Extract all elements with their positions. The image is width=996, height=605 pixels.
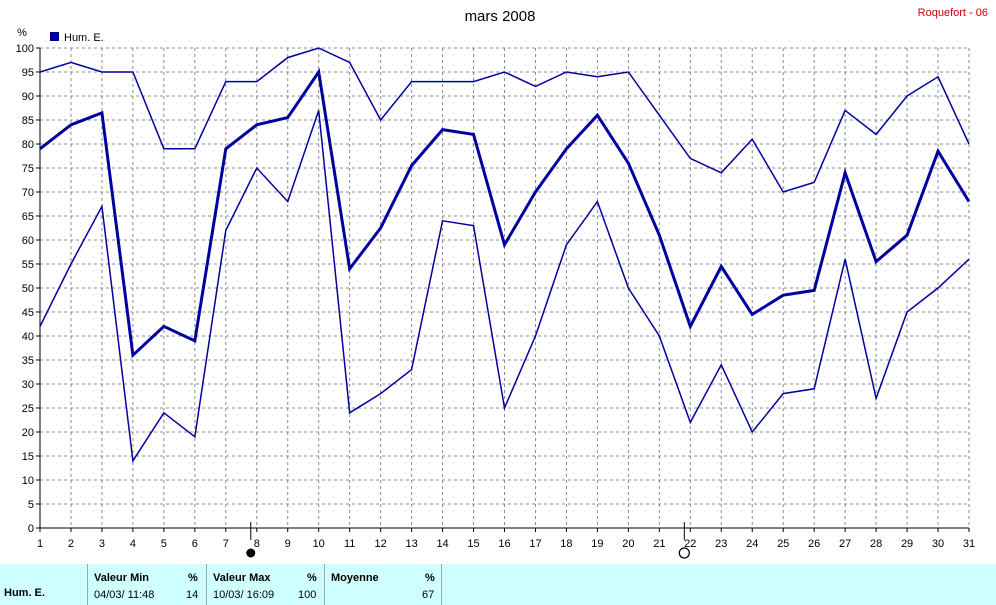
y-tick-label: 45 xyxy=(22,307,34,319)
x-tick-label: 11 xyxy=(344,538,355,550)
avg-value: 67 xyxy=(422,589,435,601)
x-tick-label: 16 xyxy=(498,538,510,550)
x-tick-label: 8 xyxy=(254,538,260,550)
separator xyxy=(324,564,325,605)
y-tick-label: 15 xyxy=(22,451,34,463)
y-tick-label: 95 xyxy=(22,67,34,79)
y-tick-label: 40 xyxy=(22,331,34,343)
grid xyxy=(40,47,970,528)
y-tick-label: 50 xyxy=(22,283,34,295)
x-tick-label: 7 xyxy=(223,538,229,550)
markers xyxy=(246,522,690,559)
min-date: 04/03/ 11:48 xyxy=(94,589,155,601)
humidity-chart: mars 2008 Roquefort - 06 % Hum. E. 0 5 10 1… xyxy=(16,7,988,559)
x-tick-label: 23 xyxy=(715,538,727,550)
x-tick-label: 30 xyxy=(932,538,944,550)
y-tick-label: 35 xyxy=(22,355,34,367)
y-tick-label: 90 xyxy=(22,91,34,103)
x-tick-label: 17 xyxy=(529,538,541,550)
x-tick-label: 21 xyxy=(653,538,665,550)
x-tick-label: 22 xyxy=(684,538,696,550)
y-tick-label: 55 xyxy=(22,259,34,271)
x-tick-label: 27 xyxy=(839,538,851,550)
x-tick-label: 5 xyxy=(161,538,167,550)
x-tick-label: 1 xyxy=(37,538,43,550)
y-tick-label: 25 xyxy=(22,403,34,415)
series-line-2 xyxy=(39,68,971,359)
x-tick-label: 6 xyxy=(192,538,198,550)
separator xyxy=(206,564,207,605)
legend-swatch xyxy=(50,32,59,41)
y-tick-label: 10 xyxy=(22,475,34,487)
x-tick-label: 9 xyxy=(285,538,291,550)
series-line-1 xyxy=(39,47,970,193)
avg-unit: % xyxy=(425,572,435,584)
y-tick-label: 20 xyxy=(22,427,34,439)
x-tick-label: 14 xyxy=(436,538,448,550)
x-tick-label: 10 xyxy=(313,538,325,550)
x-tick-label: 3 xyxy=(99,538,105,550)
x-tick-label: 18 xyxy=(560,538,572,550)
x-tick-label: 31 xyxy=(963,538,975,550)
station-name: Roquefort - 06 xyxy=(918,7,988,19)
x-tick-label: 12 xyxy=(375,538,387,550)
max-header: Valeur Max xyxy=(213,572,271,584)
x-tick-label: 20 xyxy=(622,538,634,550)
x-tick-label: 24 xyxy=(746,538,758,550)
min-header: Valeur Min xyxy=(94,572,150,584)
max-value: 100 xyxy=(298,589,317,601)
separator xyxy=(87,564,88,605)
x-tick-label: 25 xyxy=(777,538,789,550)
filled-circle-marker xyxy=(246,548,256,558)
y-tick-label: 65 xyxy=(22,211,34,223)
y-tick-label: 30 xyxy=(22,379,34,391)
series xyxy=(39,47,971,463)
x-tick-label: 26 xyxy=(808,538,820,550)
stats-label: Hum. E. xyxy=(4,587,45,599)
y-axis-unit: % xyxy=(17,27,27,39)
x-tick-label: 4 xyxy=(130,538,136,550)
y-tick-label: 80 xyxy=(22,139,34,151)
x-tick-label: 19 xyxy=(591,538,603,550)
y-tick-label: 70 xyxy=(22,187,34,199)
min-value: 14 xyxy=(186,589,199,601)
x-tick-label: 15 xyxy=(467,538,479,550)
y-tick-label: 100 xyxy=(16,43,34,55)
avg-header: Moyenne xyxy=(331,572,379,584)
legend-label: Hum. E. xyxy=(64,32,104,44)
open-circle-marker xyxy=(678,547,690,559)
separator xyxy=(441,564,442,605)
max-date: 10/03/ 16:09 xyxy=(213,589,275,601)
x-tick-label: 13 xyxy=(405,538,417,550)
max-unit: % xyxy=(307,572,317,584)
x-tick-label: 29 xyxy=(901,538,913,550)
min-unit: % xyxy=(188,572,198,584)
series-line-3 xyxy=(39,110,970,463)
y-tick-label: 85 xyxy=(22,115,34,127)
y-tick-label: 5 xyxy=(28,499,34,511)
chart-title: mars 2008 xyxy=(465,8,536,25)
axes: 0510152025303540455055606570758085909510… xyxy=(16,43,975,550)
y-tick-label: 60 xyxy=(22,235,34,247)
y-tick-label: 0 xyxy=(28,523,34,535)
y-tick-label: 75 xyxy=(22,163,34,175)
x-tick-label: 2 xyxy=(68,538,74,550)
stats-panel: Hum. E. Valeur Min % 04/03/ 11:48 14 Val… xyxy=(0,564,996,605)
x-tick-label: 28 xyxy=(870,538,882,550)
